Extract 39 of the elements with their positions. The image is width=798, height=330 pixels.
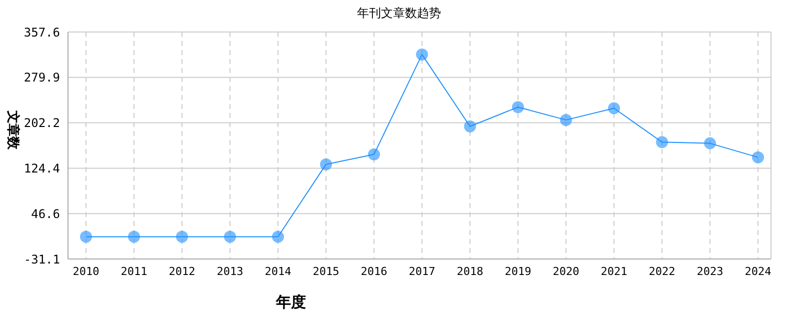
point [224, 230, 236, 243]
point [80, 230, 92, 243]
x-tick-label: 2020 [552, 264, 580, 278]
point [608, 102, 620, 114]
x-tick-label: 2023 [696, 264, 724, 278]
x-tick-label: 2012 [168, 264, 196, 278]
y-tick-label: 202.2 [24, 116, 60, 130]
point [368, 148, 380, 160]
point [560, 114, 572, 126]
point [176, 230, 188, 243]
point [704, 137, 716, 150]
y-tick-label: 279.9 [24, 70, 60, 85]
x-tick-label: 2014 [264, 264, 292, 278]
point [128, 230, 140, 243]
x-axis-title: 年度 [276, 293, 306, 312]
x-tick-label: 2022 [648, 264, 676, 278]
point [512, 101, 524, 114]
point [320, 158, 332, 170]
x-tick-label: 2019 [504, 264, 532, 278]
x-tick-label: 2010 [72, 264, 100, 278]
point [752, 151, 764, 164]
y-tick-label: 357.6 [24, 25, 60, 40]
y-axis-title: 文章数 [4, 110, 22, 152]
point [416, 48, 428, 61]
y-tick-label: 124.4 [24, 161, 60, 176]
point [464, 120, 476, 132]
x-tick-label: 2016 [360, 264, 388, 278]
x-tick-label: 2024 [744, 264, 772, 278]
x-tick-label: 2021 [600, 264, 628, 278]
y-tick-label: -31.1 [24, 252, 60, 266]
x-tick-label: 2011 [120, 264, 148, 278]
chart-title: 年刊文章数趋势 [356, 5, 442, 22]
y-tick-label: 46.6 [31, 206, 60, 221]
x-tick-label: 2013 [216, 264, 244, 278]
point [656, 136, 668, 148]
x-tick-label: 2018 [456, 264, 484, 278]
point [272, 230, 284, 243]
x-tick-label: 2017 [408, 264, 436, 278]
x-tick-label: 2015 [312, 264, 340, 278]
